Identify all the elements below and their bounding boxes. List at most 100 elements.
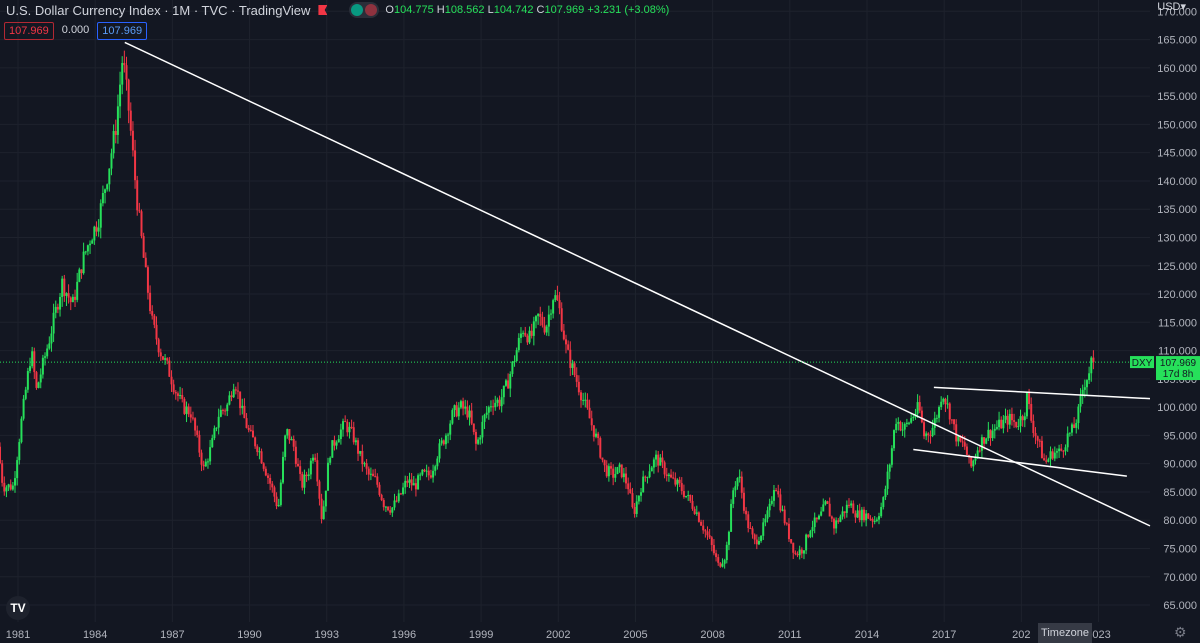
candle-body: [890, 448, 893, 465]
candle-body: [389, 510, 392, 513]
candle-body: [457, 407, 460, 417]
y-tick-label: 85.000: [1163, 487, 1197, 499]
candle-body: [903, 424, 906, 430]
candle-body: [211, 438, 214, 448]
x-tick-label: 1993: [314, 629, 338, 641]
candle-body: [712, 545, 715, 554]
candle-body: [646, 477, 649, 479]
candle-body: [176, 393, 179, 396]
candle-body: [492, 406, 495, 408]
candle-body: [755, 539, 758, 545]
currency-selector[interactable]: USD▾: [1157, 1, 1186, 13]
candle-body: [157, 339, 160, 353]
candle-body: [706, 531, 709, 536]
candle-body: [286, 429, 289, 436]
candle-body: [1040, 440, 1043, 459]
candle-body: [485, 412, 488, 415]
candle-body: [893, 430, 896, 449]
tradingview-logo[interactable]: TV: [6, 596, 30, 620]
candle-body: [792, 542, 795, 553]
y-tick-label: 90.000: [1163, 459, 1197, 471]
candle-body: [642, 476, 645, 493]
bid-value[interactable]: 107.969: [4, 22, 54, 40]
candle-body: [558, 300, 561, 309]
symbol-tag-label: DXY: [1132, 358, 1153, 369]
candle-body: [423, 469, 426, 472]
candle-body: [1019, 416, 1022, 427]
candle-body: [815, 517, 818, 520]
candle-body: [342, 421, 345, 430]
candle-body: [807, 534, 810, 537]
candle-body: [760, 535, 763, 541]
candle-body: [655, 454, 658, 460]
candle-body: [301, 473, 304, 488]
candle-body: [905, 422, 908, 425]
candle-body: [830, 516, 833, 519]
candle-body: [835, 520, 838, 529]
candle-body: [414, 483, 417, 490]
candle-body: [3, 482, 6, 492]
candle-body: [140, 211, 143, 237]
candle-body: [309, 460, 312, 475]
flag-icon[interactable]: [318, 5, 328, 15]
candle-body: [1075, 423, 1078, 428]
candle-body: [462, 401, 465, 409]
candle-body: [466, 406, 469, 418]
candle-body: [959, 436, 962, 442]
candle-body: [1015, 421, 1018, 427]
candle-body: [209, 447, 212, 462]
candle-body: [329, 457, 332, 463]
candle-body: [269, 477, 272, 484]
candle-body: [266, 475, 269, 478]
candle-body: [843, 511, 846, 513]
candle-body: [112, 131, 115, 154]
candle-body: [693, 508, 696, 514]
indicator-values: 107.969 0.000 107.969: [4, 22, 148, 40]
candle-body: [234, 389, 237, 391]
x-tick-label: 2011: [778, 629, 802, 641]
candle-body: [217, 416, 220, 428]
candle-body: [136, 180, 139, 211]
candle-body: [1034, 433, 1037, 437]
candle-body: [856, 510, 859, 518]
y-tick-label: 165.000: [1157, 35, 1197, 47]
candle-body: [670, 474, 673, 478]
y-tick-label: 120.000: [1157, 289, 1197, 301]
candle-body: [172, 384, 175, 393]
candle-body: [723, 560, 726, 564]
candle-body: [327, 462, 330, 491]
candle-body: [76, 281, 79, 300]
x-tick-label: 1996: [392, 629, 416, 641]
timezone-button[interactable]: Timezone: [1038, 623, 1092, 643]
candle-body: [938, 406, 941, 418]
candle-body: [348, 426, 351, 433]
candle-body: [513, 361, 516, 363]
candle-body: [719, 562, 722, 567]
candle-body: [393, 500, 396, 508]
price-tag-bg: [1156, 356, 1200, 381]
candle-body: [901, 429, 904, 431]
gear-icon[interactable]: ⚙: [1174, 624, 1187, 640]
market-status-toggle[interactable]: [349, 2, 380, 18]
candle-body: [507, 380, 510, 389]
candle-body: [935, 417, 938, 419]
candle-body: [153, 315, 156, 325]
candle-body: [757, 540, 760, 545]
candle-body: [811, 527, 814, 532]
candle-body: [657, 454, 660, 466]
candle-body: [957, 436, 960, 442]
candle-body: [772, 490, 775, 501]
candle-body: [359, 450, 362, 454]
candle-body: [0, 446, 1, 464]
candle-body: [530, 330, 533, 336]
candle-body: [406, 480, 409, 483]
candle-body: [824, 501, 827, 505]
candle-body: [1066, 433, 1069, 448]
ask-value[interactable]: 107.969: [97, 22, 148, 40]
candle-body: [412, 483, 415, 486]
candle-body: [571, 363, 574, 368]
candle-body: [852, 503, 855, 514]
candle-body: [1083, 387, 1086, 390]
candle-body: [599, 438, 602, 458]
